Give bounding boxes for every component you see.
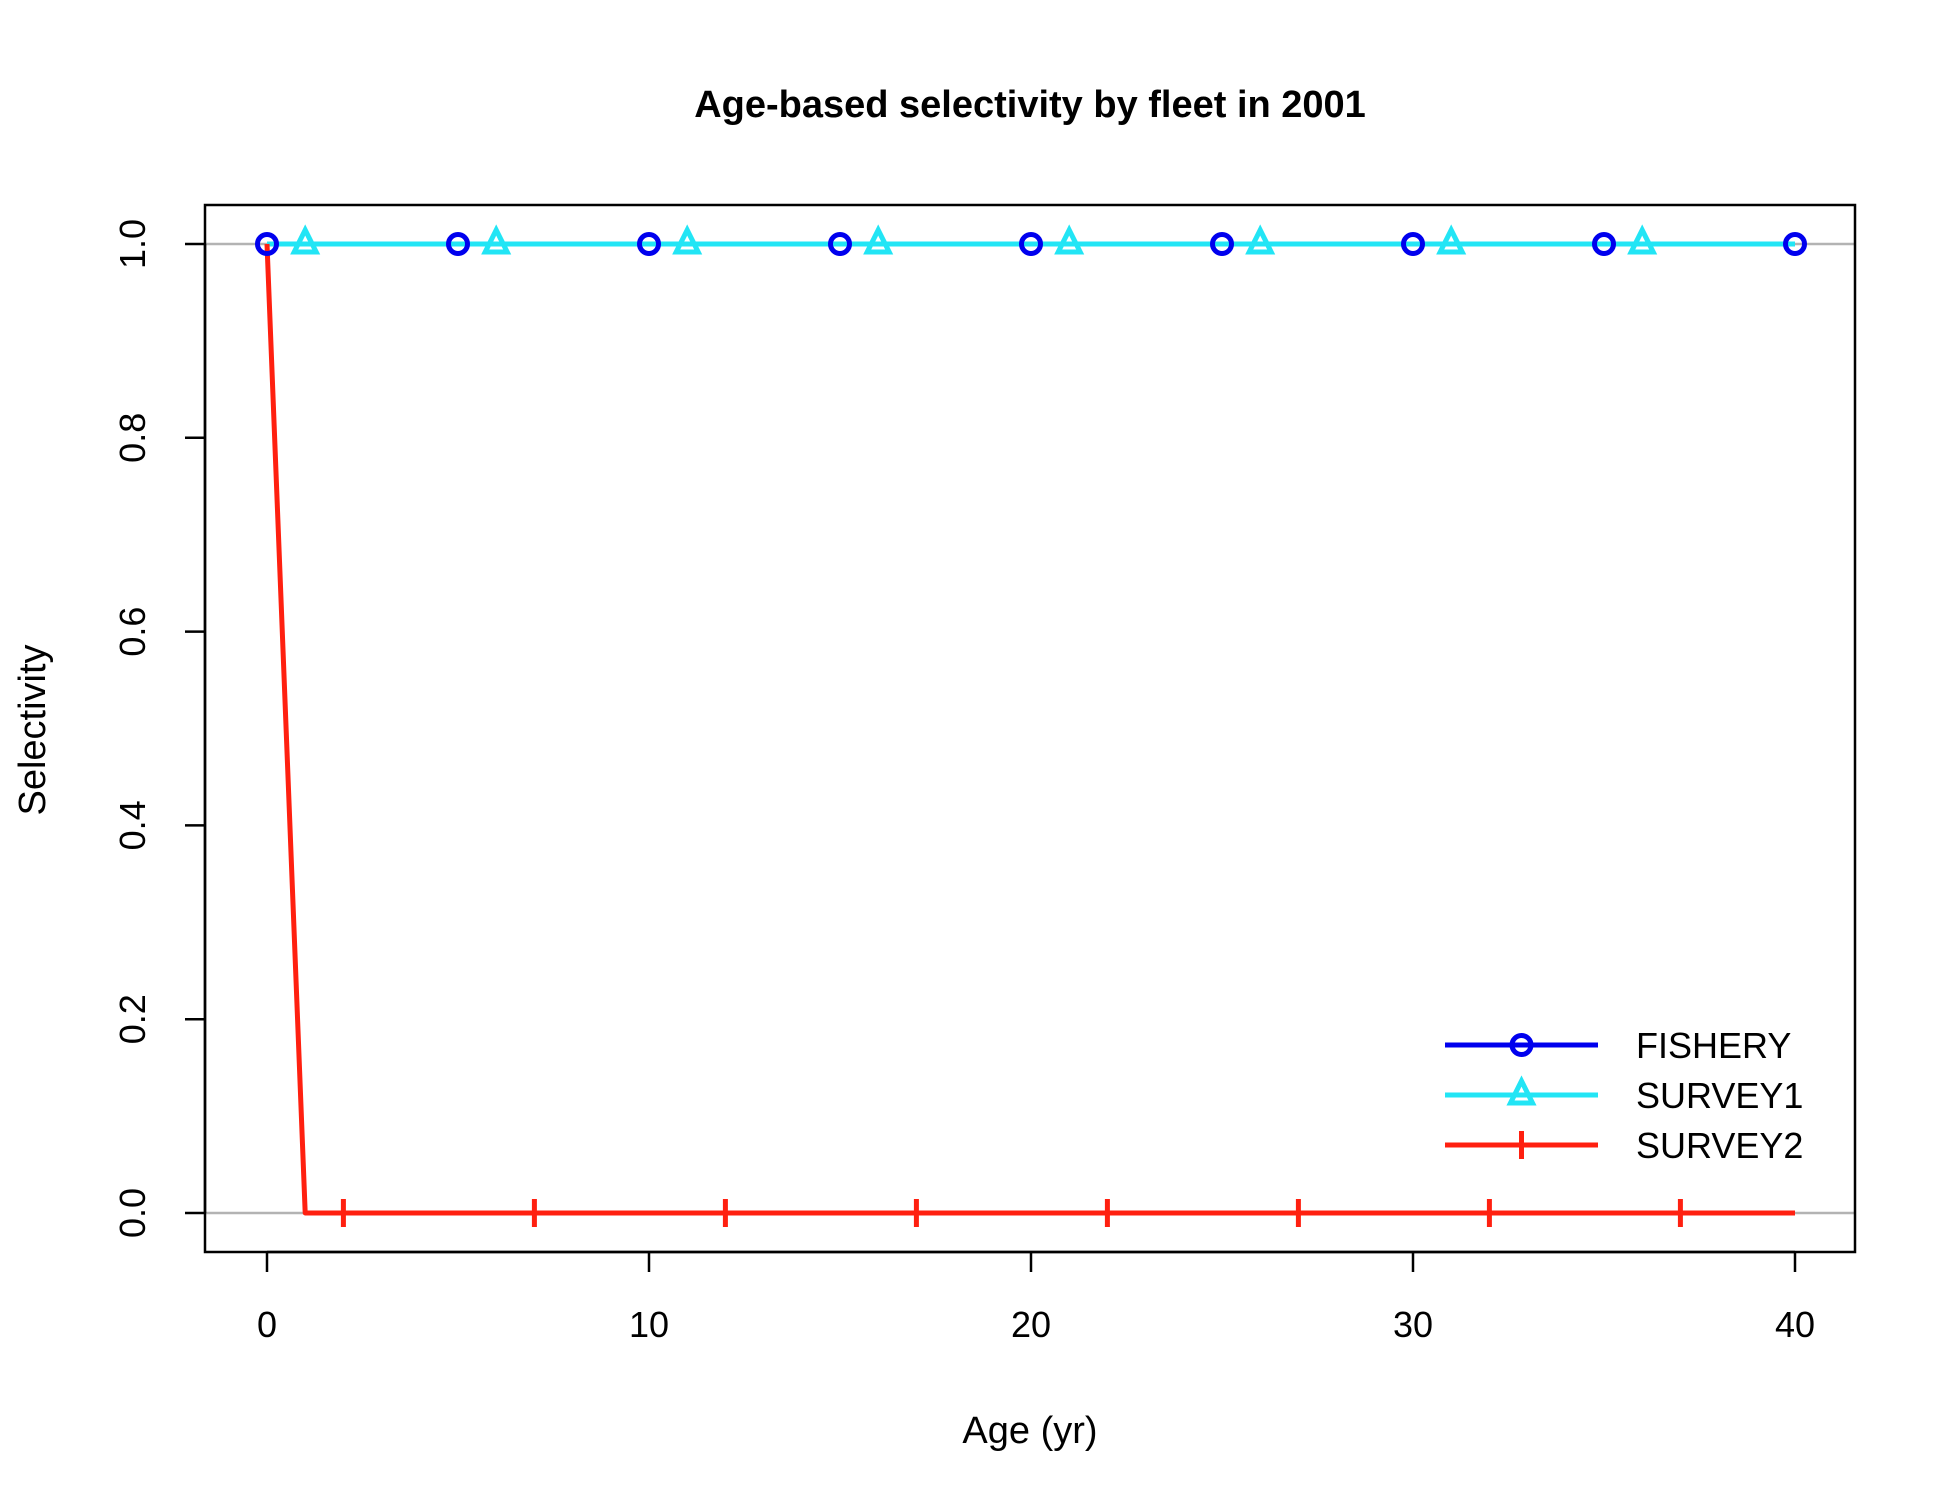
marker-fishery-5	[1210, 232, 1234, 256]
marker-survey2-7	[1666, 1199, 1695, 1227]
marker-survey1-4	[1054, 224, 1085, 255]
y-tick-label-4: 0.8	[112, 413, 153, 463]
legend-marker-survey2	[1507, 1131, 1536, 1159]
series-line-survey2	[264, 243, 1795, 1216]
x-axis-title: Age (yr)	[962, 1410, 1097, 1452]
marker-survey2-2	[711, 1199, 740, 1227]
marker-fishery-3	[828, 232, 852, 256]
chart-title: Age-based selectivity by fleet in 2001	[694, 84, 1366, 126]
marker-fishery-1	[446, 232, 470, 256]
marker-survey2-0	[329, 1199, 358, 1227]
marker-survey1-3	[863, 224, 894, 255]
marker-fishery-4	[1019, 232, 1043, 256]
plot-frame	[203, 203, 1857, 1254]
marker-survey1-7	[1627, 224, 1658, 255]
x-tick-label-4: 40	[1775, 1304, 1815, 1345]
y-axis-title: Selectivity	[12, 644, 54, 815]
x-tick-label-2: 20	[1011, 1304, 1051, 1345]
legend-label-fishery: FISHERY	[1636, 1025, 1791, 1066]
y-tick-label-2: 0.4	[112, 800, 153, 850]
y-tick-label-1: 0.2	[112, 994, 153, 1044]
marker-survey1-1	[481, 224, 512, 255]
legend-label-survey2: SURVEY2	[1636, 1125, 1803, 1166]
marker-survey1-2	[672, 224, 703, 255]
marker-fishery-7	[1592, 232, 1616, 256]
legend-label-survey1: SURVEY1	[1636, 1075, 1803, 1116]
marker-fishery-2	[637, 232, 661, 256]
y-tick-label-5: 1.0	[112, 219, 153, 269]
legend: FISHERY SURVEY1 SURVEY2	[1445, 1025, 1803, 1166]
x-tick-label-1: 10	[629, 1304, 669, 1345]
plot-area: 0 10 20 30 40 0.0 0.2 0.4 0.6 0.8 1.0	[112, 203, 1857, 1345]
marker-survey2-1	[520, 1199, 549, 1227]
x-tick-label-0: 0	[257, 1304, 277, 1345]
marker-survey2-3	[902, 1199, 931, 1227]
x-tick-label-3: 30	[1393, 1304, 1433, 1345]
marker-survey1-5	[1245, 224, 1276, 255]
y-tick-label-0: 0.0	[112, 1188, 153, 1238]
y-tick-label-3: 0.6	[112, 607, 153, 657]
marker-survey2-5	[1284, 1199, 1313, 1227]
marker-survey2-6	[1475, 1199, 1504, 1227]
marker-fishery-6	[1401, 232, 1425, 256]
marker-fishery-0	[255, 232, 279, 256]
marker-survey2-4	[1093, 1199, 1122, 1227]
legend-marker-survey1	[1506, 1075, 1537, 1106]
marker-fishery-8	[1783, 232, 1807, 256]
marker-survey1-6	[1436, 224, 1467, 255]
marker-survey1-0	[290, 224, 321, 255]
legend-marker-fishery	[1509, 1033, 1534, 1057]
